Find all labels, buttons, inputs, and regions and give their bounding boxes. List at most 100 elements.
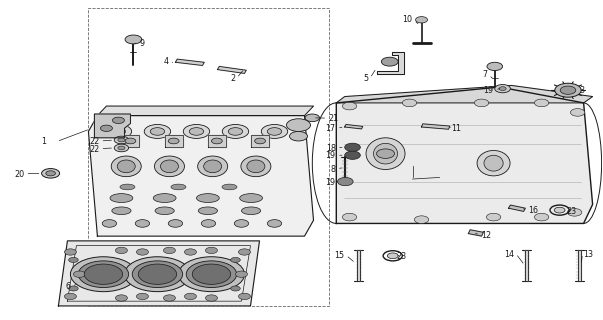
Circle shape	[135, 220, 150, 227]
Circle shape	[231, 286, 240, 291]
Circle shape	[192, 264, 231, 284]
Text: 23: 23	[396, 252, 406, 261]
Circle shape	[343, 102, 357, 110]
Circle shape	[69, 286, 78, 291]
Text: 7: 7	[482, 70, 488, 79]
Text: 5: 5	[364, 74, 368, 83]
Text: 2: 2	[230, 74, 236, 83]
Circle shape	[223, 124, 248, 139]
Circle shape	[305, 114, 320, 122]
Ellipse shape	[171, 184, 186, 190]
Circle shape	[567, 209, 582, 216]
Polygon shape	[578, 251, 581, 281]
Circle shape	[136, 293, 148, 300]
Circle shape	[168, 220, 183, 227]
Text: 12: 12	[482, 231, 491, 240]
Circle shape	[343, 213, 357, 221]
Circle shape	[495, 84, 510, 93]
Circle shape	[103, 220, 116, 227]
Circle shape	[254, 138, 265, 144]
Circle shape	[71, 257, 136, 292]
Text: 19: 19	[326, 151, 336, 160]
Ellipse shape	[373, 143, 397, 164]
Text: 15: 15	[335, 251, 345, 260]
Ellipse shape	[153, 194, 176, 203]
Ellipse shape	[477, 150, 510, 176]
Circle shape	[69, 257, 78, 262]
Circle shape	[186, 261, 236, 288]
Circle shape	[212, 138, 223, 144]
Polygon shape	[95, 114, 130, 138]
Circle shape	[534, 213, 549, 221]
Polygon shape	[336, 85, 593, 103]
Circle shape	[555, 83, 581, 97]
Bar	[89, 8, 329, 306]
Circle shape	[338, 178, 353, 186]
Text: 20: 20	[14, 170, 24, 179]
Ellipse shape	[239, 194, 262, 203]
Polygon shape	[336, 87, 593, 223]
Circle shape	[78, 261, 128, 288]
Ellipse shape	[198, 156, 228, 177]
Text: 21: 21	[329, 114, 339, 123]
Circle shape	[238, 293, 250, 300]
Circle shape	[163, 247, 175, 253]
Text: 8: 8	[330, 165, 336, 174]
Ellipse shape	[154, 156, 185, 177]
Ellipse shape	[241, 207, 260, 215]
Bar	[208, 135, 226, 147]
Polygon shape	[421, 124, 450, 129]
Circle shape	[118, 138, 125, 142]
Circle shape	[136, 249, 148, 255]
Bar	[165, 135, 183, 147]
Circle shape	[118, 146, 125, 150]
Circle shape	[112, 117, 124, 124]
Text: 18: 18	[326, 144, 336, 153]
Polygon shape	[218, 67, 246, 73]
Bar	[251, 135, 269, 147]
Circle shape	[84, 264, 122, 284]
Polygon shape	[508, 205, 525, 212]
Circle shape	[115, 247, 127, 253]
Text: 17: 17	[326, 124, 336, 133]
Text: 22: 22	[89, 137, 99, 146]
Ellipse shape	[117, 160, 135, 173]
Circle shape	[235, 220, 248, 227]
Circle shape	[286, 119, 311, 132]
Text: 6: 6	[65, 282, 71, 292]
Circle shape	[231, 257, 240, 262]
Circle shape	[183, 124, 210, 139]
Text: 19: 19	[326, 178, 336, 187]
Circle shape	[46, 171, 55, 176]
Ellipse shape	[198, 207, 218, 215]
Polygon shape	[89, 116, 314, 236]
Text: 14: 14	[505, 250, 514, 259]
Circle shape	[178, 257, 244, 292]
Circle shape	[124, 257, 191, 292]
Circle shape	[201, 220, 216, 227]
Ellipse shape	[484, 155, 503, 171]
Text: 1: 1	[41, 137, 46, 146]
Circle shape	[345, 151, 361, 159]
Ellipse shape	[110, 194, 133, 203]
Polygon shape	[357, 251, 361, 281]
Circle shape	[534, 99, 549, 107]
Circle shape	[570, 108, 585, 116]
Text: 11: 11	[452, 124, 461, 133]
Circle shape	[189, 128, 204, 135]
Circle shape	[150, 128, 165, 135]
Ellipse shape	[111, 156, 141, 177]
Text: 4: 4	[163, 57, 168, 66]
Circle shape	[267, 220, 282, 227]
Circle shape	[115, 295, 127, 301]
Ellipse shape	[241, 156, 271, 177]
Text: 23: 23	[567, 207, 577, 216]
Circle shape	[345, 143, 361, 151]
Circle shape	[387, 253, 398, 259]
Circle shape	[125, 35, 142, 44]
Circle shape	[65, 249, 77, 255]
Circle shape	[114, 136, 128, 144]
Circle shape	[138, 264, 177, 284]
Text: 10: 10	[403, 15, 412, 24]
Circle shape	[185, 293, 197, 300]
